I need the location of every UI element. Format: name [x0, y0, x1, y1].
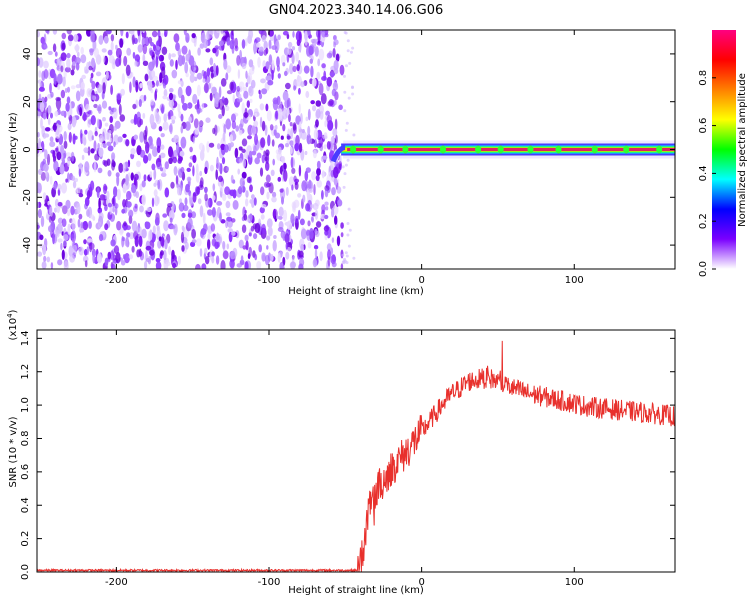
signal-track [330, 140, 675, 163]
snr-x-label: Height of straight line (km) [288, 585, 424, 596]
colorbar-tick-2: 0.4 [698, 165, 709, 181]
colorbar-tick-4: 0.8 [698, 70, 709, 86]
snr-series-line [37, 340, 675, 572]
spectrogram-x-tick-1: -100 [258, 275, 281, 286]
colorbar-tick-0: 0.0 [698, 261, 709, 277]
snr-y-ticks: 0.0 0.2 0.4 0.6 0.8 1.0 1.2 1.4 [20, 330, 675, 580]
spectrogram-y-ticks: -40 -20 0 20 40 [22, 48, 675, 253]
snr-y-tick-7: 1.4 [20, 330, 31, 346]
spectrogram-x-label: Height of straight line (km) [288, 286, 424, 297]
snr-y-tick-6: 1.2 [20, 364, 31, 380]
snr-y-multiplier: (x104) [6, 309, 19, 340]
snr-y-tick-5: 1.0 [20, 397, 31, 413]
snr-y-label: SNR (10 * v/v) [8, 416, 19, 487]
colorbar-label: Normalized spectral amplitude [737, 73, 748, 227]
colorbar: 0.0 0.2 0.4 0.6 0.8 Normalized spectral ampl… [698, 30, 748, 277]
snr-x-tick-3: 100 [565, 577, 584, 588]
spectrogram-y-tick-3: 20 [22, 95, 33, 108]
spectrogram-marks [37, 30, 675, 269]
spectrogram-y-tick-2: 0 [22, 146, 33, 152]
spectrogram-x-tick-0: -200 [105, 275, 128, 286]
snr-y-tick-2: 0.4 [20, 497, 31, 513]
snr-x-tick-1: -100 [258, 577, 281, 588]
colorbar-tick-1: 0.2 [698, 213, 709, 229]
spectrogram-x-ticks: -200 -100 0 100 [105, 30, 584, 286]
colorbar-tick-3: 0.6 [698, 118, 709, 134]
spectrogram-x-tick-2: 0 [418, 275, 424, 286]
noise-speckle [37, 30, 356, 269]
snr-y-tick-3: 0.6 [20, 464, 31, 480]
colorbar-gradient [712, 30, 736, 269]
snr-y-tick-0: 0.0 [20, 564, 31, 580]
snr-y-tick-4: 0.8 [20, 431, 31, 447]
spectrogram-y-label: Frequency (Hz) [8, 112, 19, 188]
snr-x-ticks: -200 -100 0 100 [105, 330, 584, 588]
snr-x-tick-2: 0 [418, 577, 424, 588]
snr-frame [36, 329, 676, 573]
spectrogram-y-tick-1: -20 [22, 189, 33, 205]
spectrogram-y-tick-4: 40 [22, 48, 33, 61]
colorbar-ticks: 0.0 0.2 0.4 0.6 0.8 [698, 70, 716, 277]
snr-marks [37, 340, 675, 572]
snr-x-tick-0: -200 [105, 577, 128, 588]
spectrogram-x-tick-3: 100 [565, 275, 584, 286]
figure-title: GN04.2023.340.14.06.G06 [269, 3, 444, 18]
snr-y-tick-1: 0.2 [20, 531, 31, 547]
snr-panel: -200 -100 0 100 0.0 0.2 0.4 0.6 0.8 1.0 1.2 1.4 He… [6, 309, 676, 596]
spectrogram-y-tick-0: -40 [22, 237, 33, 253]
